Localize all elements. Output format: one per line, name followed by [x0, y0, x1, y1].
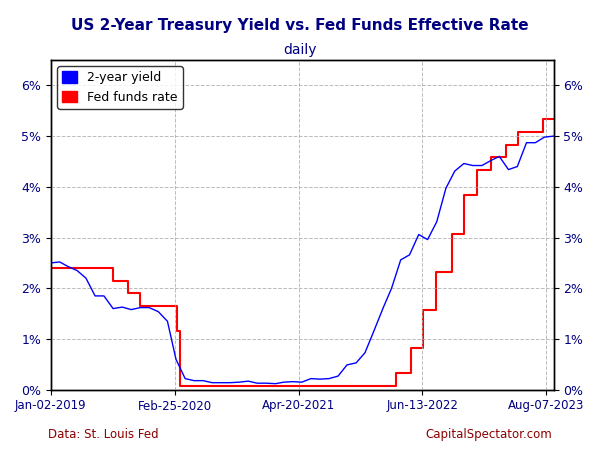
Text: US 2-Year Treasury Yield vs. Fed Funds Effective Rate: US 2-Year Treasury Yield vs. Fed Funds E…: [71, 18, 529, 33]
Legend: 2-year yield, Fed funds rate: 2-year yield, Fed funds rate: [57, 66, 182, 108]
Text: CapitalSpectator.com: CapitalSpectator.com: [425, 428, 552, 441]
Text: Data: St. Louis Fed: Data: St. Louis Fed: [48, 428, 158, 441]
Text: daily: daily: [283, 43, 317, 57]
